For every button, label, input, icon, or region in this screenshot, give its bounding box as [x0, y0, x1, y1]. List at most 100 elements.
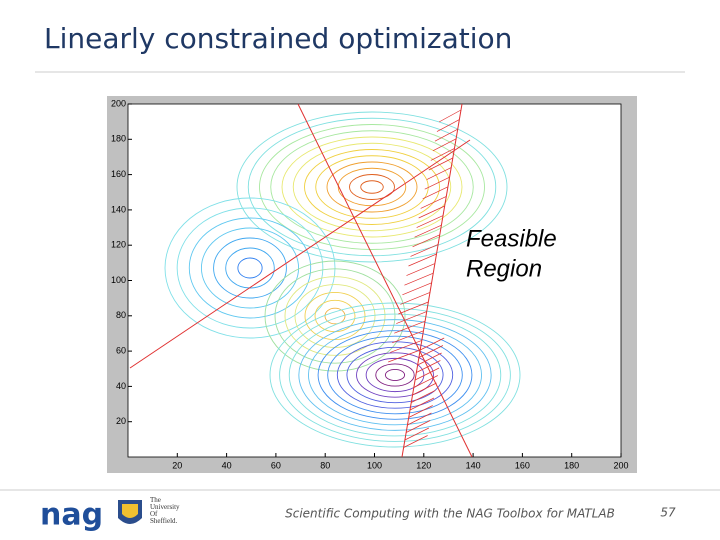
- contour: [200, 227, 300, 309]
- hatch-line: [410, 244, 439, 257]
- hatch-line: [408, 405, 433, 418]
- university-text: University: [150, 503, 180, 511]
- hatch-line: [418, 205, 445, 219]
- hatch-line: [411, 390, 436, 403]
- contour: [308, 324, 482, 426]
- x-tick-label: 200: [613, 460, 628, 470]
- x-tick-label: 180: [564, 460, 579, 470]
- hatch-line: [432, 138, 457, 152]
- constraint-line: [401, 103, 463, 458]
- contour: [360, 180, 384, 194]
- y-tick-label: 100: [111, 275, 126, 285]
- logo: nag: [40, 498, 103, 533]
- crest-inner: [122, 504, 138, 518]
- hatch-line: [412, 382, 437, 396]
- university-text: Of: [150, 510, 158, 518]
- contour: [188, 217, 312, 319]
- hatch-line: [424, 176, 450, 190]
- hatch-line: [396, 311, 427, 324]
- hatch-line: [417, 352, 442, 366]
- y-tick-label: 40: [116, 381, 126, 391]
- hatch-line: [398, 301, 429, 315]
- hatch-line: [416, 360, 441, 373]
- hatch-line: [403, 435, 428, 448]
- contour: [176, 207, 324, 329]
- contour: [247, 117, 497, 257]
- hatching: [388, 109, 462, 448]
- x-tick-label: 120: [416, 460, 431, 470]
- contour: [384, 369, 406, 381]
- y-tick-label: 200: [111, 98, 126, 108]
- constraint-line: [297, 103, 473, 458]
- constraint-line: [129, 139, 471, 369]
- hatch-line: [400, 292, 431, 305]
- contour: [327, 335, 463, 415]
- contour: [237, 257, 263, 279]
- hatch-line: [409, 397, 435, 411]
- contour: [288, 313, 502, 437]
- y-tick-label: 140: [111, 204, 126, 214]
- x-tick-label: 100: [367, 460, 382, 470]
- contour: [292, 142, 452, 232]
- hatch-line: [428, 157, 453, 171]
- hatch-line: [407, 412, 432, 426]
- contour: [298, 319, 492, 431]
- contour: [281, 136, 463, 238]
- contour: [269, 302, 521, 448]
- x-tick-label: 20: [172, 460, 182, 470]
- contour: [375, 363, 415, 387]
- contour: [264, 260, 406, 372]
- contour: [279, 308, 511, 442]
- x-tick-label: 40: [222, 460, 232, 470]
- hatch-line: [434, 128, 458, 142]
- annotation: Region: [466, 255, 542, 282]
- hatch-line: [392, 330, 424, 344]
- hatch-line: [412, 234, 440, 248]
- hatch-line: [394, 320, 426, 334]
- contour: [259, 124, 485, 250]
- contour: [274, 268, 396, 364]
- axes: 20 40 60 80 100 120 140 160 180 200 20 40 60 80 100 120…: [111, 98, 629, 470]
- hatch-line: [404, 272, 434, 286]
- annotation: Feasible: [466, 225, 557, 252]
- contour: [346, 346, 444, 404]
- hatch-line: [414, 224, 442, 238]
- hatch-line: [388, 349, 421, 363]
- university-text: Sheffield.: [150, 517, 178, 525]
- x-tick-label: 60: [271, 460, 281, 470]
- hatch-line: [438, 109, 462, 123]
- contour: [164, 197, 336, 339]
- hatch-line: [418, 345, 444, 358]
- contour: [236, 111, 508, 263]
- y-tick-label: 180: [111, 134, 126, 144]
- hatch-line: [390, 340, 422, 353]
- slide-title: Linearly constrained optimization: [44, 22, 512, 55]
- x-tick-label: 80: [320, 460, 330, 470]
- contour: [284, 276, 386, 356]
- contour: [365, 357, 425, 393]
- hatch-line: [426, 167, 452, 180]
- hatch-line: [406, 420, 431, 433]
- hatch-line: [436, 119, 460, 132]
- y-tick-label: 60: [116, 345, 126, 355]
- page-number: 57: [660, 506, 676, 520]
- hatch-line: [404, 427, 430, 441]
- contour: [304, 149, 440, 225]
- university: The University Of Sheffield.: [150, 496, 180, 525]
- hatch-line: [430, 148, 455, 161]
- hatch-line: [420, 196, 447, 209]
- hatch-line: [414, 367, 440, 381]
- hatch-line: [422, 186, 449, 200]
- contour: [326, 161, 418, 213]
- hatch-line: [402, 282, 432, 296]
- contour: [324, 307, 346, 325]
- contour: [315, 155, 429, 219]
- contour: [317, 330, 473, 420]
- y-tick-label: 160: [111, 169, 126, 179]
- x-tick-label: 160: [515, 460, 530, 470]
- contour: [356, 352, 434, 398]
- footer-caption: Scientific Computing with the NAG Toolbo…: [285, 507, 615, 521]
- hatch-line: [408, 253, 437, 267]
- contours: [164, 111, 521, 448]
